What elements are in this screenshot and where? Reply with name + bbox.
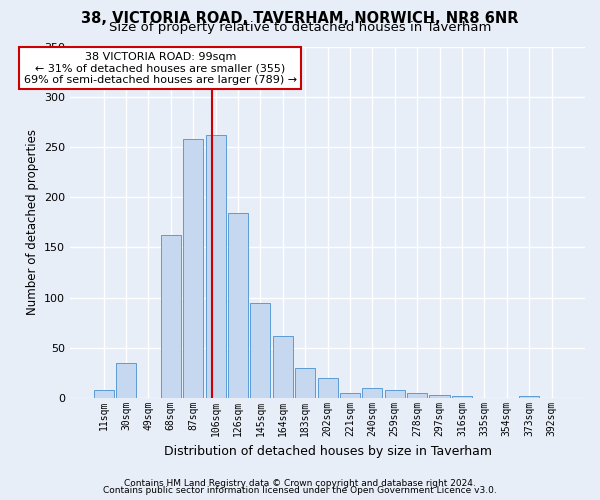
- Bar: [519, 396, 539, 398]
- Bar: [385, 390, 405, 398]
- Bar: [317, 378, 338, 398]
- Bar: [273, 336, 293, 398]
- Bar: [250, 302, 271, 398]
- Bar: [362, 388, 382, 398]
- Bar: [206, 135, 226, 398]
- Bar: [94, 390, 114, 398]
- Bar: [228, 214, 248, 398]
- Bar: [340, 393, 360, 398]
- Bar: [407, 393, 427, 398]
- Bar: [161, 236, 181, 398]
- Bar: [452, 396, 472, 398]
- Text: Size of property relative to detached houses in Taverham: Size of property relative to detached ho…: [109, 22, 491, 35]
- Text: 38, VICTORIA ROAD, TAVERHAM, NORWICH, NR8 6NR: 38, VICTORIA ROAD, TAVERHAM, NORWICH, NR…: [81, 11, 519, 26]
- Bar: [116, 363, 136, 398]
- X-axis label: Distribution of detached houses by size in Taverham: Distribution of detached houses by size …: [164, 444, 491, 458]
- Text: 38 VICTORIA ROAD: 99sqm
← 31% of detached houses are smaller (355)
69% of semi-d: 38 VICTORIA ROAD: 99sqm ← 31% of detache…: [24, 52, 297, 85]
- Bar: [430, 395, 449, 398]
- Bar: [183, 139, 203, 398]
- Y-axis label: Number of detached properties: Number of detached properties: [26, 130, 38, 316]
- Text: Contains public sector information licensed under the Open Government Licence v3: Contains public sector information licen…: [103, 486, 497, 495]
- Text: Contains HM Land Registry data © Crown copyright and database right 2024.: Contains HM Land Registry data © Crown c…: [124, 478, 476, 488]
- Bar: [295, 368, 315, 398]
